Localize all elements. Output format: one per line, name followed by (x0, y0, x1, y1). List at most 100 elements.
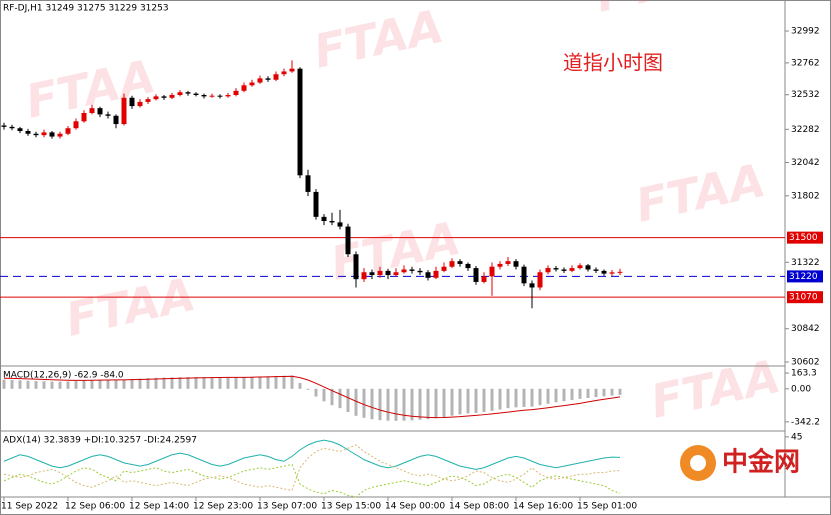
candle-body (489, 266, 495, 277)
level-label-bg (787, 291, 823, 304)
candle-body (225, 94, 231, 97)
macd-bar (210, 377, 214, 389)
candle-body (505, 261, 511, 264)
y-tick-label: 31322 (791, 258, 820, 268)
x-tick-label: 12 Sep 23:00 (193, 502, 253, 512)
candle-body (73, 121, 79, 129)
y-tick-label: 32282 (791, 125, 820, 135)
candle-body (465, 263, 471, 269)
macd-bar (554, 388, 558, 403)
level-label-bg (787, 270, 823, 283)
macd-bar (386, 388, 390, 421)
y-tick-label: 31802 (791, 191, 820, 201)
candle-body (529, 283, 535, 288)
candle-body (585, 265, 591, 270)
candle-body (481, 276, 487, 282)
macd-bar (482, 388, 486, 412)
macd-bar (314, 388, 318, 397)
macd-bar (434, 388, 438, 419)
candle-body (425, 272, 431, 278)
macd-bar (266, 376, 270, 389)
candle-body (561, 269, 567, 271)
macd-bar (98, 379, 102, 389)
macd-bar (130, 378, 134, 389)
candle-body (81, 112, 87, 122)
macd-bar (250, 376, 254, 389)
macd-bar (242, 377, 246, 389)
macd-bar (514, 388, 518, 408)
macd-bar (162, 377, 166, 389)
candle-body (497, 263, 503, 267)
x-tick-label: 14 Sep 00:00 (385, 502, 445, 512)
y-tick-label: 32992 (791, 27, 820, 37)
level-label-bg (787, 231, 823, 244)
macd-bar (570, 388, 574, 400)
macd-bar (610, 388, 614, 396)
macd-bar (474, 388, 478, 413)
candle-body (313, 191, 319, 217)
candle-body (457, 261, 463, 264)
candle-body (89, 108, 95, 113)
x-tick-label: 14 Sep 16:00 (513, 502, 573, 512)
macd-bar (578, 388, 582, 399)
candle-body (121, 97, 127, 125)
panel-title: ADX(14) 32.3839 +DI:10.3257 -DI:24.2597 (3, 436, 197, 446)
macd-bar (338, 388, 342, 409)
candle-body (617, 271, 623, 273)
macd-bar (106, 379, 110, 389)
macd-bar (58, 381, 62, 389)
candle-body (353, 254, 359, 280)
macd-bar (490, 388, 494, 411)
candle-body (161, 96, 167, 98)
macd-bar (154, 377, 158, 389)
candle-body (273, 74, 279, 80)
macd-bar (178, 377, 182, 389)
candle-body (369, 272, 375, 276)
candle-body (281, 71, 287, 75)
macd-bar (466, 388, 470, 414)
candle-body (193, 93, 199, 95)
macd-bar (18, 380, 22, 389)
candle-body (17, 128, 23, 132)
x-tick-label: 11 Sep 2022 (1, 502, 58, 512)
candle-body (593, 269, 599, 271)
adx-line (3, 439, 621, 470)
macd-bar (538, 388, 542, 406)
logo-icon (690, 455, 706, 471)
y-tick-label: 0.00 (791, 384, 811, 394)
candle-body (97, 108, 103, 115)
macd-bar (298, 383, 302, 389)
macd-bar (194, 377, 198, 389)
signal-line (3, 375, 621, 419)
macd-bar (322, 388, 326, 402)
y-tick-label: 163.3 (791, 369, 817, 379)
macd-bar (34, 381, 38, 389)
macd-bar (370, 388, 374, 420)
candle-body (417, 270, 423, 273)
candle-body (249, 82, 255, 86)
macd-bar (218, 377, 222, 389)
macd-bar (378, 388, 382, 421)
macd-bar (458, 388, 462, 415)
macd-bar (354, 388, 358, 416)
macd-bar (274, 375, 278, 389)
candle-body (513, 261, 519, 267)
macd-bar (394, 388, 398, 421)
candle-body (545, 268, 551, 273)
y-tick-label: 32762 (791, 58, 820, 68)
candle-body (169, 94, 175, 98)
macd-bar (362, 388, 366, 418)
macd-bar (10, 379, 14, 389)
macd-bar (82, 380, 86, 389)
macd-bar (346, 388, 350, 412)
macd-bar (146, 378, 150, 389)
macd-bar (330, 388, 334, 406)
macd-bar (50, 381, 54, 389)
macd-bar (602, 388, 606, 397)
macd-bar (114, 379, 118, 389)
macd-bar (138, 378, 142, 389)
candle-body (409, 269, 415, 271)
candle-body (145, 99, 151, 102)
candle-body (433, 270, 439, 278)
